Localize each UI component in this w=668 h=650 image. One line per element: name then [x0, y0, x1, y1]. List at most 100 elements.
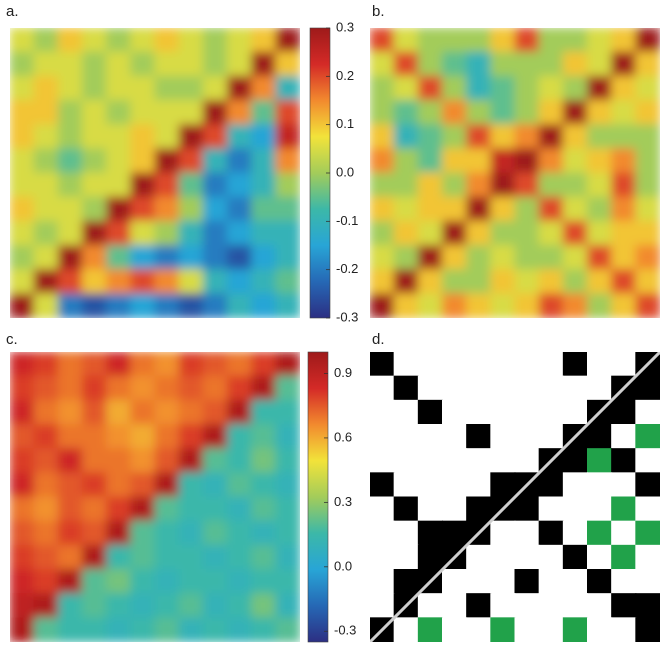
- cell: [202, 75, 228, 101]
- cell: [82, 399, 108, 425]
- cell: [442, 269, 468, 295]
- cell: [33, 617, 59, 642]
- cell: [82, 269, 108, 295]
- cell: [130, 424, 156, 450]
- cell: [538, 245, 564, 271]
- cell: [154, 220, 180, 246]
- cell: [227, 124, 253, 150]
- cell: [466, 496, 492, 522]
- cell: [154, 172, 180, 198]
- cell: [562, 593, 588, 619]
- cell: [417, 196, 443, 222]
- cell: [178, 172, 204, 198]
- cell: [393, 352, 419, 377]
- cell: [275, 375, 300, 401]
- cell: [417, 544, 443, 570]
- cell: [154, 124, 180, 150]
- cell: [393, 196, 419, 222]
- cell: [202, 520, 228, 546]
- cell: [490, 196, 516, 222]
- cell: [490, 75, 516, 101]
- cell: [466, 399, 492, 425]
- cell: [490, 172, 516, 198]
- cell: [370, 399, 395, 425]
- cell: [33, 100, 59, 126]
- cell: [202, 496, 228, 522]
- cell: [514, 75, 540, 101]
- cell: [562, 220, 588, 246]
- cell: [33, 496, 59, 522]
- cell: [227, 593, 253, 619]
- cell: [514, 424, 540, 450]
- cell: [417, 593, 443, 619]
- cell: [442, 375, 468, 401]
- cell: [587, 593, 613, 619]
- cell: [10, 424, 35, 450]
- cell: [130, 593, 156, 619]
- cell: [178, 293, 204, 318]
- cell: [587, 100, 613, 126]
- cell: [466, 544, 492, 570]
- cell: [57, 569, 83, 595]
- cell: [490, 269, 516, 295]
- cell: [490, 28, 516, 53]
- cell: [130, 375, 156, 401]
- cell: [514, 245, 540, 271]
- cell: [82, 124, 108, 150]
- cell: [466, 148, 492, 174]
- cell: [154, 75, 180, 101]
- cell: [33, 148, 59, 174]
- cell: [490, 424, 516, 450]
- cell: [466, 245, 492, 271]
- cell: [10, 352, 35, 377]
- cell: [82, 448, 108, 474]
- cell: [514, 399, 540, 425]
- cell: [106, 148, 132, 174]
- cell: [635, 28, 660, 53]
- cell: [370, 424, 395, 450]
- cell: [33, 375, 59, 401]
- cell: [490, 124, 516, 150]
- cell: [33, 448, 59, 474]
- cell: [227, 245, 253, 271]
- cell: [275, 617, 300, 642]
- cell: [587, 293, 613, 318]
- cell: [370, 124, 395, 150]
- cell: [417, 293, 443, 318]
- cell: [130, 75, 156, 101]
- colorbar-tick-label: 0.1: [336, 116, 354, 131]
- cell: [130, 520, 156, 546]
- cell: [442, 472, 468, 498]
- cell: [442, 593, 468, 619]
- colorbar-tick-label: 0.0: [336, 164, 354, 179]
- cell: [466, 172, 492, 198]
- cell: [275, 245, 300, 271]
- cell: [417, 220, 443, 246]
- cell: [57, 399, 83, 425]
- cell: [202, 593, 228, 619]
- cell: [442, 399, 468, 425]
- cell: [178, 100, 204, 126]
- cell: [251, 51, 277, 77]
- cell: [466, 448, 492, 474]
- cell: [587, 375, 613, 401]
- cell: [106, 100, 132, 126]
- cell: [490, 399, 516, 425]
- cell: [490, 617, 516, 642]
- cell: [227, 220, 253, 246]
- cell: [514, 544, 540, 570]
- cell: [251, 520, 277, 546]
- cell: [514, 124, 540, 150]
- cell: [130, 172, 156, 198]
- cell: [370, 148, 395, 174]
- cell: [562, 28, 588, 53]
- cell: [417, 617, 443, 642]
- cell: [370, 220, 395, 246]
- cell: [154, 245, 180, 271]
- cell: [57, 544, 83, 570]
- cell: [562, 100, 588, 126]
- cell: [154, 148, 180, 174]
- cell: [514, 100, 540, 126]
- cell: [611, 496, 637, 522]
